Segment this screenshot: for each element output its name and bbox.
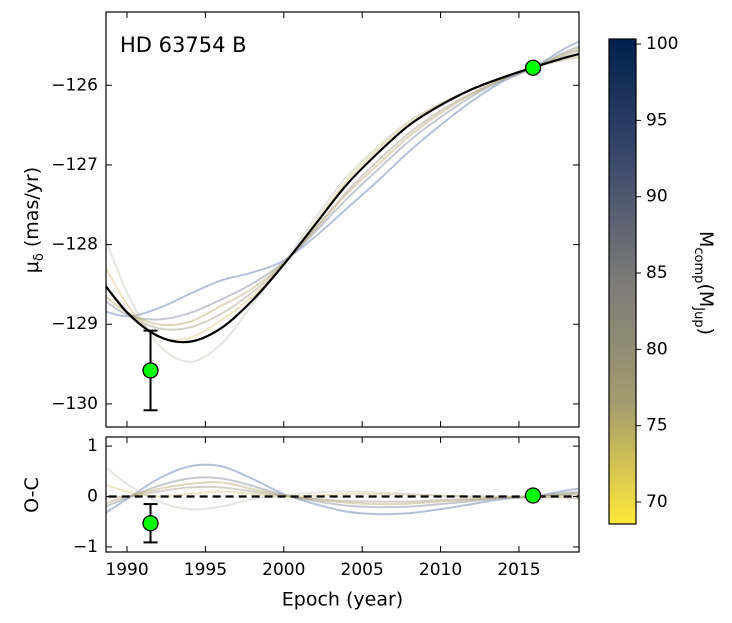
- colorbar-tick-label: 95: [646, 110, 668, 130]
- axis-label: μδ (mas/yr): [21, 167, 48, 273]
- colorbar-tick-label: 75: [646, 416, 668, 436]
- label-part: (M: [696, 283, 718, 307]
- data-point: [142, 515, 159, 532]
- y-tick-label: 1: [87, 436, 98, 456]
- label-part: O-C: [21, 477, 43, 513]
- colorbar-tick-label: 80: [646, 339, 668, 359]
- label-part: comp: [691, 247, 706, 283]
- axis-label: O-C: [21, 477, 43, 513]
- label-part: (mas/yr): [21, 167, 43, 253]
- y-tick-label: −130: [51, 394, 98, 414]
- plot-area: [106, 463, 579, 516]
- best-fit-line: [106, 52, 579, 344]
- y-tick-label: 0: [87, 487, 98, 507]
- colorbar-tick-label: 90: [646, 187, 668, 207]
- data-point: [524, 59, 542, 76]
- frame: [105, 436, 580, 553]
- colorbar-tick-label: 70: [646, 492, 668, 512]
- y-tick-label: −126: [51, 75, 98, 95]
- x-tick-label: 1990: [105, 560, 148, 580]
- x-tick-label: 2015: [497, 560, 540, 580]
- label-part: ): [696, 328, 718, 335]
- y-tick-label: −1: [73, 537, 98, 557]
- x-tick-label: 2000: [262, 560, 305, 580]
- label-part: μ: [21, 261, 43, 273]
- colorbar-tick-label: 100: [646, 34, 678, 54]
- data-point: [142, 362, 159, 379]
- plot-area: [106, 40, 579, 363]
- sample-line: [106, 49, 579, 331]
- x-tick-label: 2010: [419, 560, 462, 580]
- label-part: δ: [32, 253, 47, 261]
- sample-line: [106, 55, 579, 342]
- x-tick-label: 2005: [341, 560, 384, 580]
- y-tick-label: −129: [51, 314, 98, 334]
- data-point: [524, 487, 542, 504]
- colorbar-tick-label: 85: [646, 263, 668, 283]
- sample-line: [106, 45, 579, 321]
- frame: [105, 11, 580, 428]
- y-tick-label: −128: [51, 235, 98, 255]
- x-axis-label: Epoch (year): [282, 589, 403, 611]
- colorbar: [608, 38, 637, 525]
- sample-line: [106, 40, 579, 318]
- sample-line: [106, 463, 579, 516]
- x-tick-label: 1995: [184, 560, 227, 580]
- label-part: Jup: [691, 306, 706, 327]
- y-tick-label: −127: [51, 155, 98, 175]
- axis-label: Mcomp(MJup): [691, 231, 718, 335]
- chart-title: HD 63754 B: [120, 33, 247, 57]
- label-part: M: [696, 231, 718, 247]
